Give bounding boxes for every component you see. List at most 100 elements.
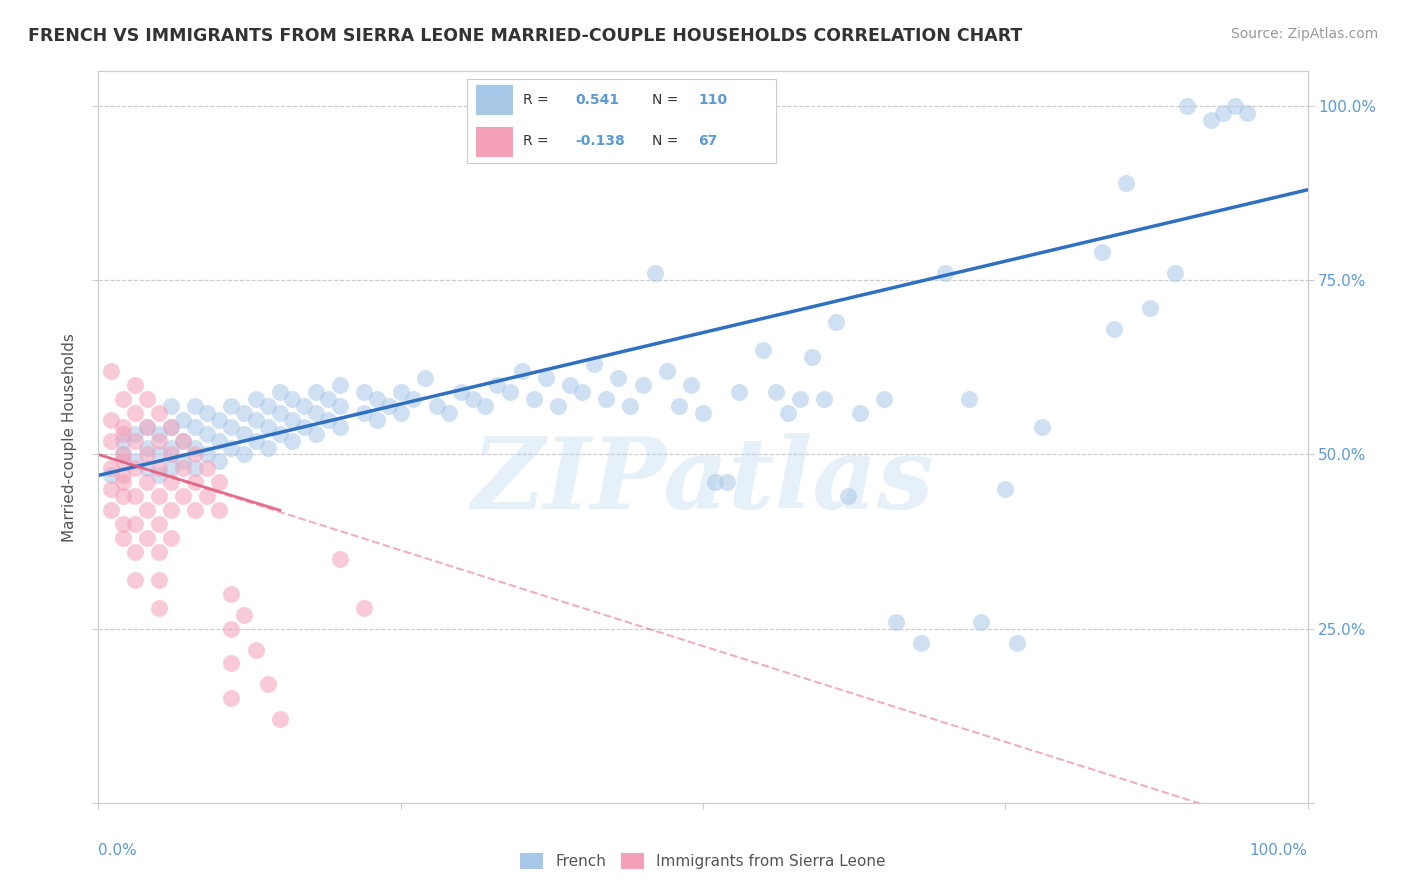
Point <box>305 406 328 420</box>
Point <box>583 357 606 371</box>
Point <box>195 461 218 475</box>
Point <box>245 392 267 406</box>
Point <box>184 448 207 462</box>
Point <box>221 691 243 706</box>
Point <box>305 384 328 399</box>
Point <box>1236 106 1258 120</box>
Point <box>124 517 146 532</box>
Point <box>148 600 170 615</box>
Point <box>353 406 375 420</box>
Point <box>486 377 509 392</box>
Point <box>148 517 170 532</box>
Point <box>619 399 641 413</box>
Point <box>316 392 339 406</box>
Point <box>100 412 122 426</box>
Point <box>994 483 1017 497</box>
Point <box>208 503 231 517</box>
Point <box>679 377 702 392</box>
Point <box>184 475 207 490</box>
Point <box>1115 176 1137 190</box>
Point <box>124 454 146 468</box>
Point <box>124 426 146 441</box>
Point <box>571 384 593 399</box>
Point <box>111 419 134 434</box>
Point <box>100 503 122 517</box>
Point <box>184 503 207 517</box>
Point <box>111 434 134 448</box>
Point <box>195 489 218 503</box>
Point <box>148 426 170 441</box>
Text: ZIPatlas: ZIPatlas <box>472 433 934 529</box>
Point <box>970 615 993 629</box>
Point <box>172 434 194 448</box>
Point <box>292 399 315 413</box>
Point <box>704 475 727 490</box>
Point <box>269 406 291 420</box>
Point <box>111 448 134 462</box>
Point <box>124 545 146 559</box>
Point <box>124 434 146 448</box>
Point <box>160 448 183 462</box>
Text: 100.0%: 100.0% <box>1250 843 1308 858</box>
Point <box>195 406 218 420</box>
Point <box>100 364 122 378</box>
Point <box>124 461 146 475</box>
Point <box>135 392 157 406</box>
Point <box>281 392 304 406</box>
Text: 0.0%: 0.0% <box>98 843 138 858</box>
Y-axis label: Married-couple Households: Married-couple Households <box>62 333 77 541</box>
Point <box>245 412 267 426</box>
Point <box>752 343 775 357</box>
Point <box>800 350 823 364</box>
Point <box>837 489 859 503</box>
Point <box>100 468 122 483</box>
Point <box>195 426 218 441</box>
Point <box>644 266 666 280</box>
Point <box>256 677 278 691</box>
Point <box>558 377 581 392</box>
Point <box>957 392 980 406</box>
Point <box>256 441 278 455</box>
Point <box>148 545 170 559</box>
Point <box>765 384 787 399</box>
Point <box>1007 635 1029 649</box>
Point <box>172 489 194 503</box>
Point <box>245 642 267 657</box>
Point <box>1102 322 1125 336</box>
Point <box>269 384 291 399</box>
Point <box>208 454 231 468</box>
Point <box>111 392 134 406</box>
Point <box>813 392 835 406</box>
Point <box>208 434 231 448</box>
Point <box>160 419 183 434</box>
Point <box>148 489 170 503</box>
Point <box>148 573 170 587</box>
Point <box>172 454 194 468</box>
Point <box>631 377 654 392</box>
Point <box>1199 113 1222 128</box>
Point <box>329 377 352 392</box>
Point <box>111 468 134 483</box>
Point <box>172 461 194 475</box>
Point <box>184 441 207 455</box>
Point <box>232 406 254 420</box>
Point <box>221 399 243 413</box>
Point <box>789 392 811 406</box>
Point <box>111 448 134 462</box>
Legend: French, Immigrants from Sierra Leone: French, Immigrants from Sierra Leone <box>515 847 891 875</box>
Point <box>221 622 243 636</box>
Point <box>873 392 896 406</box>
Point <box>450 384 472 399</box>
Point <box>366 392 388 406</box>
Point <box>607 371 630 385</box>
Point <box>269 426 291 441</box>
Point <box>329 419 352 434</box>
Point <box>728 384 751 399</box>
Point <box>366 412 388 426</box>
Point <box>221 419 243 434</box>
Point <box>329 399 352 413</box>
Point <box>111 454 134 468</box>
Point <box>825 315 848 329</box>
Point <box>329 552 352 566</box>
Point <box>135 419 157 434</box>
